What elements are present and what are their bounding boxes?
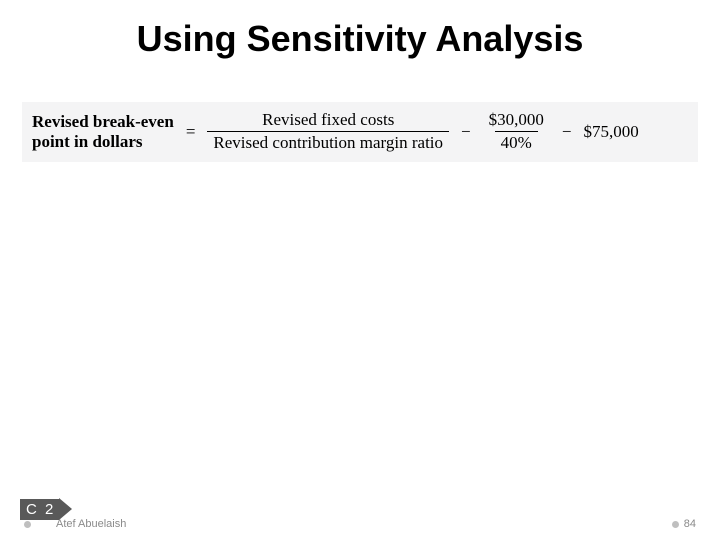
minus-sign-2: − bbox=[562, 122, 572, 142]
fraction-numbers-denominator: 40% bbox=[495, 131, 538, 153]
lhs-line-1: Revised break-even bbox=[32, 112, 174, 132]
author-name: Atef Abuelaish bbox=[56, 518, 126, 530]
page-number: 84 bbox=[684, 518, 696, 530]
fraction-numbers-numerator: $30,000 bbox=[483, 110, 550, 131]
slide-title: Using Sensitivity Analysis bbox=[0, 0, 720, 60]
fraction-words-numerator: Revised fixed costs bbox=[256, 110, 400, 131]
fraction-words-denominator: Revised contribution margin ratio bbox=[207, 131, 449, 153]
footer: Atef Abuelaish 84 bbox=[0, 518, 720, 530]
formula-box: Revised break-even point in dollars = Re… bbox=[22, 102, 698, 162]
bullet-icon bbox=[672, 521, 679, 528]
bullet-icon bbox=[24, 521, 31, 528]
formula-lhs: Revised break-even point in dollars bbox=[32, 112, 174, 151]
minus-sign-1: − bbox=[461, 122, 471, 142]
fraction-numbers: $30,000 40% bbox=[483, 110, 550, 154]
footer-left: Atef Abuelaish bbox=[24, 518, 126, 530]
section-tag: C 2 bbox=[20, 498, 72, 520]
footer-right: 84 bbox=[672, 518, 696, 530]
formula-result: $75,000 bbox=[583, 122, 638, 142]
section-tag-label: C 2 bbox=[20, 499, 59, 520]
fraction-words: Revised fixed costs Revised contribution… bbox=[207, 110, 449, 154]
section-tag-arrow-icon bbox=[59, 498, 72, 520]
lhs-line-2: point in dollars bbox=[32, 132, 174, 152]
equals-sign-1: = bbox=[186, 122, 196, 142]
